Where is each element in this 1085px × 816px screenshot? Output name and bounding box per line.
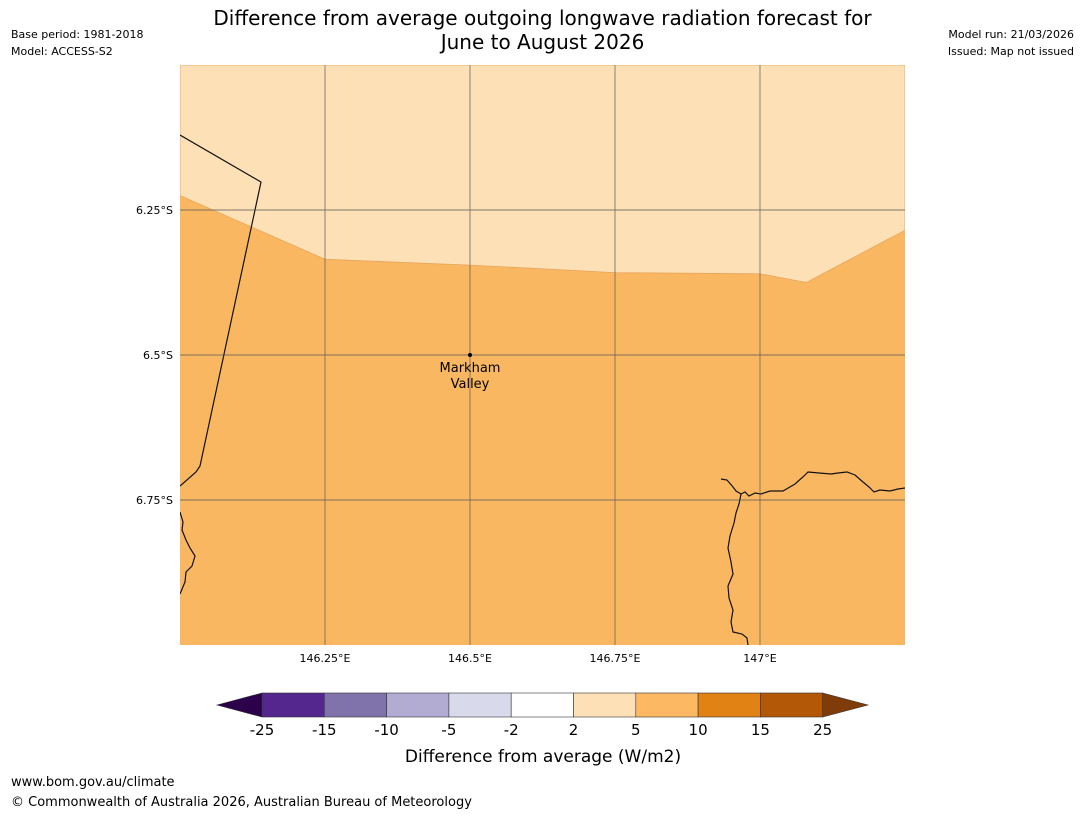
metadata-right: Model run: 21/03/2026 Issued: Map not is… <box>948 26 1074 60</box>
lon-tick-label: 147°E <box>743 652 776 665</box>
title-line-2: June to August 2026 <box>440 30 645 54</box>
colorbar-tick-label: 10 <box>689 721 708 739</box>
colorbar-label: Difference from average (W/m2) <box>405 747 681 767</box>
colorbar-segment <box>386 692 450 718</box>
issued-status: Issued: Map not issued <box>947 45 1074 58</box>
map-title: Difference from average outgoing longwav… <box>0 6 1085 54</box>
province-boundary <box>180 134 262 487</box>
colorbar-tick-label: 15 <box>751 721 770 739</box>
colorbar-tick-label: -25 <box>250 721 275 739</box>
colorbar-extend-high <box>822 692 870 718</box>
lat-tick-label: 6.25°S <box>136 204 173 217</box>
colorbar-tick-label: -2 <box>504 721 519 739</box>
colorbar-segment <box>261 692 325 718</box>
colorbar-segment <box>697 692 761 718</box>
colorbar-tick-label: 2 <box>569 721 579 739</box>
place-marker <box>468 353 472 357</box>
colorbar-segment <box>323 692 387 718</box>
lon-tick-label: 146.25°E <box>300 652 351 665</box>
colorbar-segment <box>573 692 637 718</box>
colorbar-extend-low <box>215 692 263 718</box>
colorbar-tick-label: -10 <box>374 721 399 739</box>
colorbar-tick-label: -5 <box>441 721 456 739</box>
lon-tick-label: 146.5°E <box>448 652 492 665</box>
coastline-west <box>180 511 196 595</box>
lat-tick-label: 6.5°S <box>143 349 173 362</box>
lon-tick-label: 146.75°E <box>590 652 641 665</box>
place-label-line-1: Markham <box>440 361 501 376</box>
model-run: Model run: 21/03/2026 <box>948 28 1074 41</box>
footer-url: www.bom.gov.au/climate <box>11 775 175 790</box>
title-line-1: Difference from average outgoing longwav… <box>213 6 872 30</box>
coastline-east <box>720 471 905 497</box>
footer-copyright: © Commonwealth of Australia 2026, Austra… <box>11 795 472 810</box>
category-2-to-5-area <box>180 65 905 283</box>
colorbar-tick-label: 25 <box>813 721 832 739</box>
colorbar-segment <box>760 692 824 718</box>
colorbar-tick-label: -15 <box>312 721 337 739</box>
model-name: Model: ACCESS-S2 <box>11 45 113 58</box>
metadata-left: Base period: 1981-2018 Model: ACCESS-S2 <box>11 26 143 60</box>
base-period: Base period: 1981-2018 <box>11 28 144 41</box>
colorbar-segment <box>635 692 699 718</box>
colorbar-tick-label: 5 <box>631 721 641 739</box>
colorbar-segment <box>510 692 574 718</box>
place-label-line-2: Valley <box>451 377 490 392</box>
colorbar-segment <box>448 692 512 718</box>
lat-tick-label: 6.75°S <box>136 494 173 507</box>
river-markham <box>727 493 749 645</box>
